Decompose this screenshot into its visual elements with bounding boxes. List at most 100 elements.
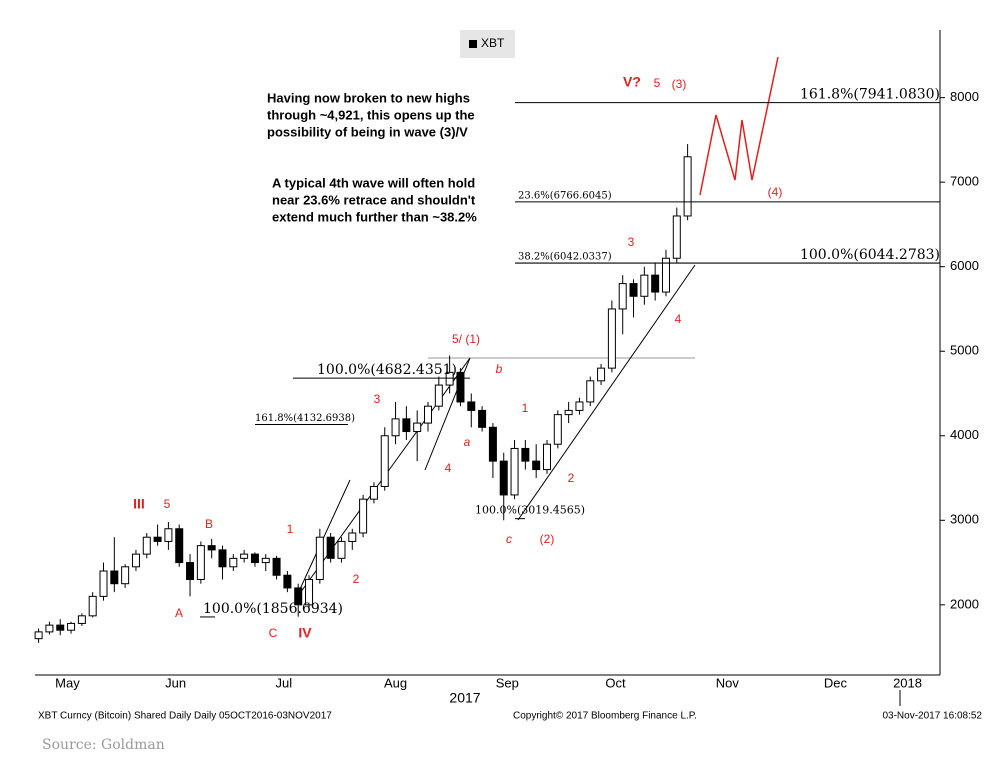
candle-body xyxy=(575,401,584,411)
candle-body xyxy=(186,562,195,580)
candle-body xyxy=(110,570,119,585)
candle-body xyxy=(434,384,443,407)
wave-label: 5 xyxy=(654,76,661,90)
wave-label: A xyxy=(175,606,183,620)
wave-label: (3) xyxy=(672,77,687,91)
candle-body xyxy=(261,557,270,564)
y-tick-label: 5000 xyxy=(950,343,979,358)
candle-body xyxy=(380,435,389,487)
candle-body xyxy=(153,536,162,542)
candle-body xyxy=(456,371,465,403)
footer-center: Copyright© 2017 Bloomberg Finance L.P. xyxy=(513,711,697,722)
candle-body xyxy=(564,409,573,416)
candle-body xyxy=(337,540,346,559)
candle-body xyxy=(510,447,519,496)
candle-body xyxy=(315,536,324,580)
wave-label: (4) xyxy=(768,185,783,199)
candle-body xyxy=(326,536,335,559)
wave-label: 3 xyxy=(628,235,635,249)
annotation: Having now broken to new highs xyxy=(267,90,470,105)
candle-body xyxy=(359,498,368,534)
candle-body xyxy=(56,624,65,631)
annotation: through ~4,921, this opens up the xyxy=(267,107,475,122)
wave-label: 2 xyxy=(568,471,575,485)
annotation: A typical 4th wave will often hold xyxy=(272,175,475,190)
footer-right: 03-Nov-2017 16:08:52 xyxy=(882,711,982,722)
annotation: possibility of being in wave (3)/V xyxy=(267,124,468,139)
candle-body xyxy=(283,574,292,589)
fib-label: 161.8%(4132.6938) xyxy=(255,413,355,424)
candle-body xyxy=(45,624,54,633)
x-tick-label: Oct xyxy=(605,675,626,690)
wave-label: IV xyxy=(298,625,312,641)
candle-body xyxy=(521,447,530,462)
wave-label: c xyxy=(506,532,512,546)
candle-body xyxy=(250,553,259,564)
fib-label: 100.0%(6044.2783) xyxy=(800,247,940,263)
source: Source: Goldman xyxy=(42,737,165,753)
candle-body xyxy=(77,615,86,624)
x-tick-label: Jun xyxy=(165,675,186,690)
candle-body xyxy=(499,460,508,496)
candle-body xyxy=(294,587,303,606)
candle-body xyxy=(121,566,130,585)
footer-left: XBT Curncy (Bitcoin) Shared Daily Daily … xyxy=(38,711,332,722)
trend-line xyxy=(517,264,696,521)
fib-label: 100.0%(1856.6934) xyxy=(203,601,343,617)
wave-label: 4 xyxy=(445,461,452,475)
x-tick-label: Sep xyxy=(496,675,519,690)
candle-body xyxy=(661,257,670,293)
candle-body xyxy=(542,443,551,471)
candle-body xyxy=(305,578,314,606)
y-tick-label: 8000 xyxy=(950,89,979,104)
candle-body xyxy=(142,536,151,555)
annotation: extend much further than ~38.2% xyxy=(272,209,477,224)
candle-body xyxy=(369,485,378,500)
candle-body xyxy=(629,283,638,297)
x-tick-label: Aug xyxy=(384,675,407,690)
candle-body xyxy=(207,545,216,551)
candle-body xyxy=(413,422,422,433)
candle-body xyxy=(618,283,627,310)
x-tick-label: May xyxy=(55,675,80,690)
candle-body xyxy=(445,371,454,386)
y-tick-label: 7000 xyxy=(950,174,979,189)
candle-body xyxy=(196,545,205,580)
y-tick-label: 6000 xyxy=(950,258,979,273)
wave-label: 5 xyxy=(164,497,171,511)
fib-label: 38.2%(6042.0337) xyxy=(518,252,612,263)
x-tick-label: 2018 xyxy=(893,675,922,690)
wave-label: 4 xyxy=(675,312,682,326)
fib-label: 100.0%(4682.4351) xyxy=(317,362,457,378)
wave-label: 2 xyxy=(353,572,360,586)
x-tick-label: Jul xyxy=(275,675,292,690)
wave-label: V? xyxy=(623,74,641,90)
candle-body xyxy=(34,631,43,640)
candle-body xyxy=(607,308,616,369)
candle-body xyxy=(240,553,249,559)
candle-body xyxy=(597,367,606,382)
wave-label: b xyxy=(496,362,503,376)
candle-body xyxy=(175,528,184,564)
fib-label: 23.6%(6766.6045) xyxy=(518,190,612,201)
wave-label: 5/ (1) xyxy=(452,332,480,346)
wave-label: C xyxy=(269,626,278,640)
candle-body xyxy=(99,570,108,597)
candle-body xyxy=(218,549,227,568)
wave-label: (2) xyxy=(540,532,555,546)
candle-body xyxy=(391,418,400,437)
wave-label: 1 xyxy=(287,522,294,536)
legend-swatch xyxy=(469,40,477,48)
wave-label: 3 xyxy=(374,392,381,406)
y-tick-label: 3000 xyxy=(950,512,979,527)
legend-label: XBT xyxy=(481,36,505,50)
x-tick-label: Dec xyxy=(824,675,848,690)
candle-body xyxy=(478,409,487,428)
candle-body xyxy=(272,557,281,576)
wave-label: B xyxy=(205,517,213,531)
candle-body xyxy=(586,380,595,403)
y-tick-label: 4000 xyxy=(950,427,979,442)
candle-body xyxy=(67,622,76,631)
candle-body xyxy=(672,215,681,259)
